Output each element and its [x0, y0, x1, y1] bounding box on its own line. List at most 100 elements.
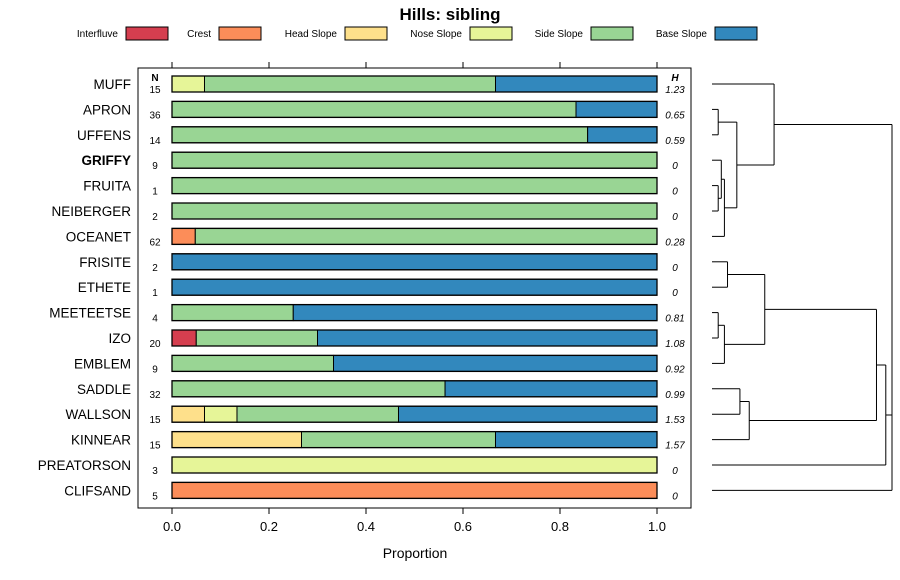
bar-segment-head-slope [171, 405, 205, 423]
row-label: SADDLE [77, 382, 131, 397]
row-h-value: 0 [672, 288, 678, 299]
row-n-value: 9 [152, 364, 158, 375]
row-n-value: 32 [149, 390, 161, 401]
bar-segment-side-slope [171, 151, 658, 169]
x-tick-label: 0.0 [163, 519, 181, 534]
row-n-value: 36 [149, 110, 161, 121]
row-label: OCEANET [66, 229, 131, 244]
legend-label-side-slope: Side Slope [535, 29, 584, 40]
row-h-value: 1.23 [665, 85, 685, 96]
row-h-value: 0 [672, 263, 678, 274]
row-label: UFFENS [77, 128, 131, 143]
legend-swatch-interfluve [125, 26, 169, 41]
bar-outline [171, 303, 658, 322]
bar-outline [171, 481, 658, 500]
row-n-value: 15 [149, 85, 161, 96]
row-label: PREATORSON [38, 458, 131, 473]
bar-outline [171, 100, 658, 119]
bar-outline [171, 405, 658, 423]
legend-swatch-side-slope [590, 26, 634, 41]
row-label: WALLSON [65, 407, 131, 422]
row-n-value: 2 [152, 263, 158, 274]
legend-label-interfluve: Interfluve [77, 29, 119, 40]
bar-segment-base-slope [292, 304, 658, 322]
row-oceanet: OCEANET 62 0.28 [66, 227, 685, 248]
row-n-value: 1 [152, 288, 158, 299]
bar-segment-side-slope [300, 431, 496, 449]
bar-segment-side-slope [171, 202, 658, 220]
row-h-value: 1.53 [665, 415, 685, 426]
row-n-value: 15 [149, 415, 161, 426]
row-label: MUFF [94, 77, 132, 92]
bar-segment-nose-slope [203, 405, 238, 423]
row-h-value: 0 [672, 161, 678, 172]
row-label: EMBLEM [74, 356, 131, 371]
row-neiberger: NEIBERGER 2 0 [51, 202, 678, 223]
row-label: FRISITE [79, 255, 131, 270]
bar-segment-side-slope [171, 100, 577, 118]
bar-outline [171, 456, 658, 474]
bar-outline [171, 278, 658, 296]
row-ethete: ETHETE 1 0 [78, 278, 678, 299]
x-tick-label: 0.2 [260, 519, 278, 534]
dendrogram [712, 83, 893, 491]
chart-title: Hills: sibling [399, 5, 500, 24]
row-label: CLIFSAND [64, 483, 131, 498]
legend-swatch-base-slope [714, 26, 758, 41]
bar-segment-base-slope [397, 405, 658, 423]
row-h-value: 1.57 [665, 441, 685, 452]
row-h-value: 1.08 [665, 339, 685, 350]
bar-segment-head-slope [171, 431, 302, 449]
row-h-value: 0.59 [665, 136, 685, 147]
x-axis: 0.0 0.2 0.4 0.6 0.8 1.0 [163, 62, 666, 534]
bar-segment-base-slope [444, 380, 658, 398]
legend-label-crest: Crest [187, 29, 211, 40]
row-h-value: 0 [672, 187, 678, 198]
bar-segment-nose-slope [171, 456, 658, 474]
legend-label-nose-slope: Nose Slope [410, 29, 462, 40]
row-muff: MUFF 15 1.23 [94, 75, 685, 96]
bar-segment-base-slope [171, 278, 658, 296]
bar-outline [171, 126, 658, 144]
row-n-value: 62 [149, 237, 161, 248]
legend-label-head-slope: Head Slope [285, 29, 338, 40]
row-h-value: 0 [672, 212, 678, 223]
row-n-value: 9 [152, 161, 158, 172]
row-label: APRON [83, 102, 131, 117]
row-griffy: GRIFFY 9 0 [82, 151, 678, 172]
row-izo: IZO 20 1.08 [109, 329, 685, 350]
bar-outline [171, 176, 658, 195]
row-h-value: 0.65 [665, 110, 685, 121]
bar-outline [171, 151, 658, 169]
legend-swatch-head-slope [344, 26, 388, 41]
bar-segment-side-slope [171, 177, 658, 195]
row-n-value: 14 [149, 136, 161, 147]
row-apron: APRON 36 0.65 [83, 100, 685, 121]
bar-segment-side-slope [236, 405, 399, 423]
n-column-header: N [151, 73, 158, 84]
row-label: GRIFFY [82, 153, 132, 168]
bar-segment-base-slope [575, 100, 658, 118]
legend: Interfluve Crest Head Slope Nose Slope Side … [77, 26, 758, 41]
bar-segment-side-slope [171, 126, 589, 144]
plot-frame [137, 67, 692, 509]
bar-segment-interfluve [171, 329, 197, 347]
bar-segment-side-slope [171, 354, 335, 372]
legend-swatch-crest [218, 26, 262, 41]
row-label: NEIBERGER [51, 204, 131, 219]
row-emblem: EMBLEM 9 0.92 [74, 354, 685, 375]
row-h-value: 0 [672, 491, 678, 502]
bar-segment-side-slope [171, 304, 294, 322]
bar-segment-side-slope [194, 227, 658, 245]
row-n-value: 1 [152, 187, 158, 198]
row-n-value: 2 [152, 212, 158, 223]
row-h-value: 0 [672, 466, 678, 477]
row-label: KINNEAR [71, 433, 131, 448]
legend-swatch-nose-slope [469, 26, 513, 41]
row-n-value: 3 [152, 466, 158, 477]
bar-segment-nose-slope [171, 75, 205, 93]
row-label: IZO [109, 331, 132, 346]
bar-segment-side-slope [171, 380, 446, 398]
row-meeteetse: MEETEETSE 4 0.81 [49, 303, 685, 325]
row-n-value: 20 [149, 339, 161, 350]
